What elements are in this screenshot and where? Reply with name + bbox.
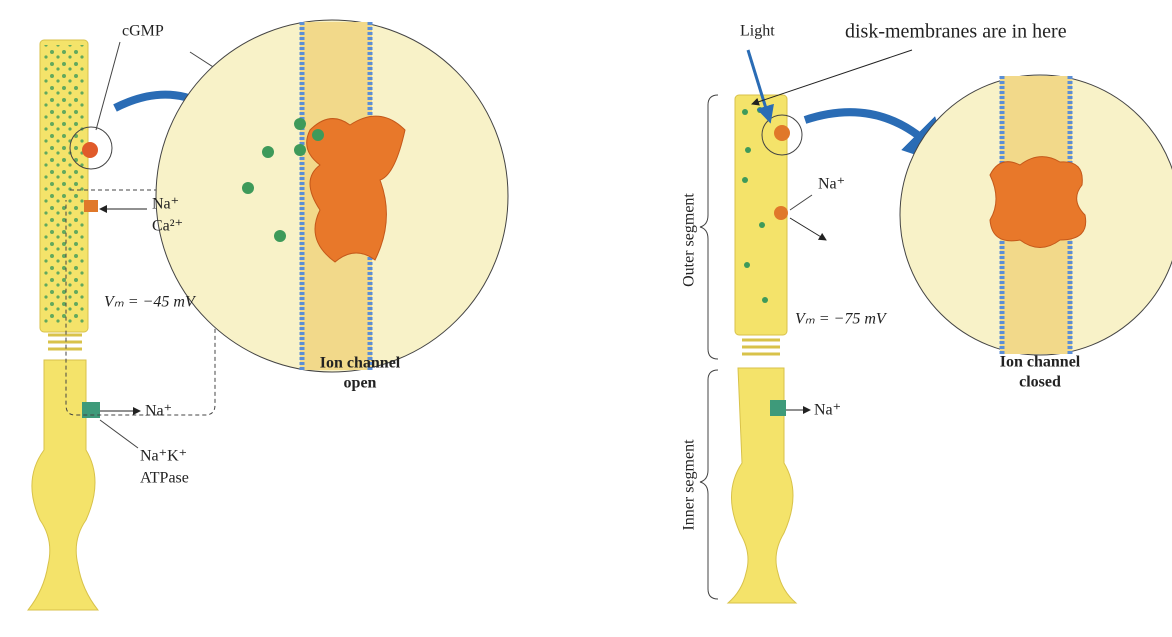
zoom-closed bbox=[900, 75, 1172, 355]
label: Vₘ = −75 mV bbox=[795, 311, 888, 328]
leader bbox=[790, 195, 812, 210]
leader bbox=[100, 420, 138, 448]
label: Light bbox=[740, 23, 775, 40]
label: Inner segment bbox=[681, 439, 698, 531]
label: Na⁺ bbox=[818, 176, 845, 193]
zoom-open bbox=[156, 20, 508, 372]
label: ATPase bbox=[140, 470, 189, 487]
caption: open bbox=[344, 375, 377, 392]
label: Ca²⁺ bbox=[152, 218, 183, 235]
rod-cell-left bbox=[28, 40, 112, 610]
label: Outer segment bbox=[681, 193, 698, 287]
blue-arrow bbox=[805, 112, 935, 150]
label: cGMP bbox=[122, 23, 164, 40]
brace bbox=[700, 370, 718, 599]
arrow bbox=[790, 218, 826, 240]
annotation: disk-membranes are in here bbox=[845, 21, 1067, 43]
caption: closed bbox=[1019, 374, 1061, 391]
label: Na⁺ bbox=[145, 403, 172, 420]
arrow bbox=[752, 50, 912, 104]
caption: Ion channel bbox=[1000, 354, 1081, 371]
rod-cell-right bbox=[728, 95, 802, 603]
caption: Ion channel bbox=[320, 355, 401, 372]
brace bbox=[700, 95, 718, 359]
label: Na⁺ bbox=[152, 196, 179, 213]
leader bbox=[96, 42, 120, 130]
label: Na⁺ bbox=[814, 402, 841, 419]
label: Na⁺K⁺ bbox=[140, 448, 187, 465]
label: Vₘ = −45 mV bbox=[104, 294, 197, 311]
diagram: cGMP Na⁺ Ca²⁺ Vₘ = −45 mV Na⁺ Na⁺K⁺ ATPa… bbox=[0, 0, 1172, 637]
